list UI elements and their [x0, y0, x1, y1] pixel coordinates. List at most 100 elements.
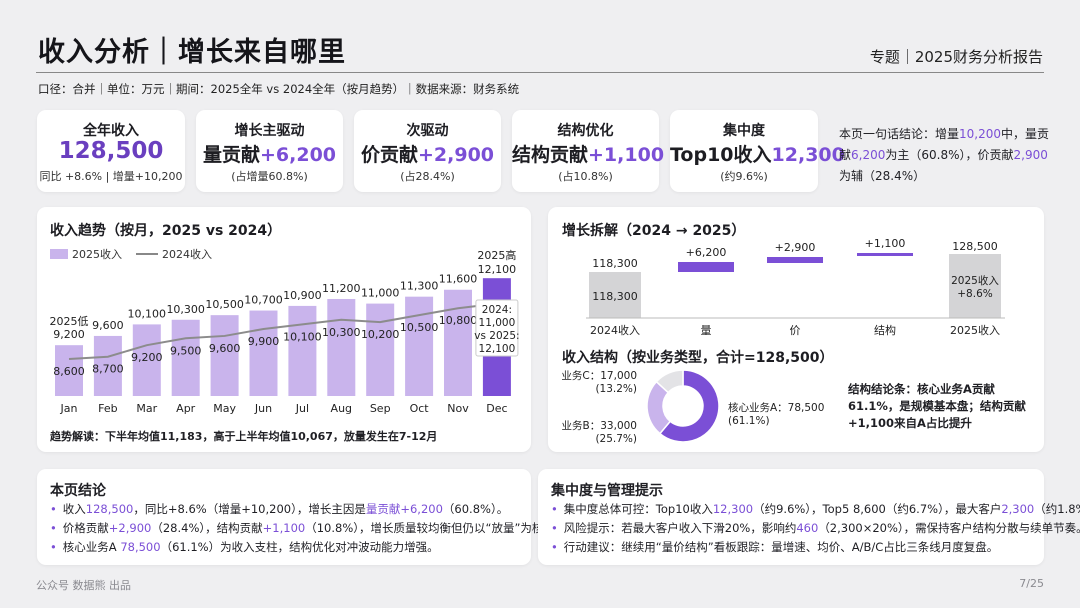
kpi-card-concentration: 集中度 Top10收入12,300 (约9.6%)	[670, 110, 845, 192]
bar-2025	[93, 335, 122, 396]
bullet-item: • 集中度总体可控：Top10收入12,300（约9.6%），Top5 8,600…	[551, 500, 1080, 519]
kpi-sub: (约9.6%)	[720, 170, 768, 183]
bullet-text: 风险提示：若最大客户收入下滑20%，影响约	[563, 521, 797, 535]
risk-bullets: • 集中度总体可控：Top10收入12,300（约9.6%），Top5 8,600…	[551, 500, 1080, 557]
kpi-card-price: 次驱动 价贡献+2,900 (占28.4%)	[354, 110, 501, 192]
donut-slice	[655, 369, 684, 394]
line-value-label: 10,800	[439, 314, 478, 327]
x-tick-label: Sep	[370, 402, 391, 415]
kpi-sub: (占28.4%)	[400, 170, 455, 183]
line-value-label: 10,300	[322, 326, 361, 339]
kpi-value-prefix: 结构贡献	[512, 144, 589, 166]
conclusion-value: 2,900	[1013, 148, 1048, 162]
dec-callout-text: vs 2025:	[474, 330, 519, 342]
bullet-dot-icon: •	[50, 502, 57, 516]
bridge-category-label: 价	[790, 324, 801, 337]
summary-bullets: • 收入128,500，同比+8.6%（增量+10,200），增长主因是量贡献+6…	[50, 500, 566, 557]
bridge-category-label: 2024收入	[590, 323, 640, 337]
bridge-bar-start	[589, 272, 641, 318]
bar-value-label: 10,700	[244, 294, 283, 307]
conclusion-text: 本页一句话结论：增量	[839, 127, 960, 141]
bar-value-label: 12,100	[478, 263, 517, 276]
bridge-end-note: 2025收入	[951, 274, 999, 287]
x-tick-label: Jan	[60, 402, 78, 415]
conclusion-text: 中，量贡献	[839, 127, 1050, 162]
bullet-highlight: +2,900	[108, 521, 152, 535]
bar-value-label: 11,200	[322, 282, 361, 295]
bridge-panel	[548, 207, 1044, 452]
bar-value-label: 10,500	[205, 298, 244, 311]
bullet-text: （28.4%），结构贡献	[151, 521, 263, 535]
line-value-label: 8,700	[92, 363, 124, 376]
bar-2025	[132, 324, 161, 396]
bridge-category-label: 结构	[874, 323, 896, 337]
bridge-inner-label: 118,300	[592, 290, 638, 303]
bridge-title: 增长拆解（2024 → 2025）	[562, 223, 746, 239]
kpi-value-number: 12,300	[771, 144, 845, 166]
bar-2025	[327, 298, 356, 396]
bullet-text: 集中度总体可控：Top10收入	[563, 502, 713, 516]
line-value-label: 10,200	[361, 328, 400, 341]
bullet-text: （2,300×20%），需保持客户结构分散与续单节奏。	[818, 521, 1080, 535]
conclusion-value: 6,200	[851, 148, 886, 162]
x-tick-label: Aug	[331, 402, 352, 415]
bridge-value-label: +6,200	[686, 246, 727, 259]
kpi-value-prefix: 价贡献	[360, 144, 418, 166]
x-tick-label: Jul	[295, 402, 309, 415]
line-value-label: 9,500	[170, 344, 202, 357]
bridge-end-note: +8.6%	[957, 288, 992, 300]
bar-value-label: 9,200	[53, 328, 85, 341]
bar-value-label: 10,300	[166, 303, 205, 316]
x-tick-label: Feb	[98, 402, 117, 415]
one-line-conclusion: 本页一句话结论：增量10,200中，量贡献6,200为主（60.8%），价贡献2…	[839, 124, 1054, 187]
kpi-card-volume: 增长主驱动 量贡献+6,200 (占增量60.8%)	[196, 110, 343, 192]
bullet-highlight: 12,300	[712, 502, 754, 516]
bullet-dot-icon: •	[551, 502, 558, 516]
kpi-value: Top10收入12,300	[670, 140, 845, 167]
line-value-label: 9,200	[131, 351, 163, 364]
bridge-bar-increment	[678, 262, 734, 272]
page-title: 收入分析｜增长来自哪里	[38, 37, 346, 68]
bullet-text: 核心业务A	[62, 540, 121, 554]
bullet-dot-icon: •	[50, 521, 57, 535]
bullet-item: • 价格贡献+2,900（28.4%），结构贡献+1,100（10.8%），增长质…	[50, 519, 566, 538]
structure-note: 结构结论条：核心业务A贡献61.1%，是规模基本盘；结构贡献+1,100来自A占…	[848, 382, 1026, 430]
bullet-text: （约9.6%），Top5 8,600（约6.7%），最大客户	[753, 502, 1002, 516]
dec-callout-text: 12,100	[479, 343, 516, 355]
trend-note: 趋势解读：下半年均值11,183，高于上半年均值10,067，放量发生在7-12…	[50, 430, 438, 443]
bullet-highlight: 2,300	[1001, 502, 1035, 516]
kpi-label: 结构优化	[557, 123, 614, 139]
x-tick-label: Jun	[254, 402, 272, 415]
bridge-value-label: 128,500	[952, 240, 998, 253]
bridge-value-label: +1,100	[865, 237, 906, 250]
bullet-highlight: 128,500	[85, 502, 134, 516]
footer-source: 公众号 数据熊 出品	[36, 579, 131, 592]
page-number: 7/25	[1019, 577, 1044, 590]
bar-2025	[288, 305, 317, 396]
kpi-value-number: +2,900	[417, 144, 495, 166]
meta-line: 口径：合并｜单位：万元｜期间：2025全年 vs 2024全年（按月趋势）｜数据…	[38, 82, 520, 96]
kpi-value: 量贡献+6,200	[196, 140, 343, 167]
bridge-value-label: 118,300	[592, 257, 638, 270]
bridge-bar-increment	[767, 257, 823, 263]
bullet-highlight: 460	[796, 521, 819, 535]
bullet-dot-icon: •	[551, 521, 558, 535]
donut-label: 业务B：33,000	[562, 419, 637, 432]
x-tick-label: Mar	[136, 402, 157, 415]
donut-label: 核心业务A：78,500	[728, 401, 824, 414]
bullet-text: ，同比+8.6%（增量+10,200），增长主因是	[133, 502, 366, 516]
kpi-label: 集中度	[723, 123, 765, 139]
bar-value-label: 11,600	[439, 273, 478, 286]
donut-label: (25.7%)	[595, 433, 637, 445]
conclusion-text: 为辅（28.4%）	[839, 169, 926, 183]
conclusion-text: 为主（60.8%），价贡献	[885, 148, 1014, 162]
bullet-text: （60.8%）。	[442, 502, 509, 516]
line-value-label: 8,600	[53, 365, 85, 378]
bullet-text: （约1.8%）。	[1034, 502, 1080, 516]
trend-legend: 2025收入 2024收入	[50, 246, 212, 262]
kpi-value-number: +1,100	[588, 144, 665, 166]
x-tick-label: May	[213, 402, 236, 415]
bullet-dot-icon: •	[551, 540, 558, 554]
dec-callout-box	[475, 299, 519, 357]
